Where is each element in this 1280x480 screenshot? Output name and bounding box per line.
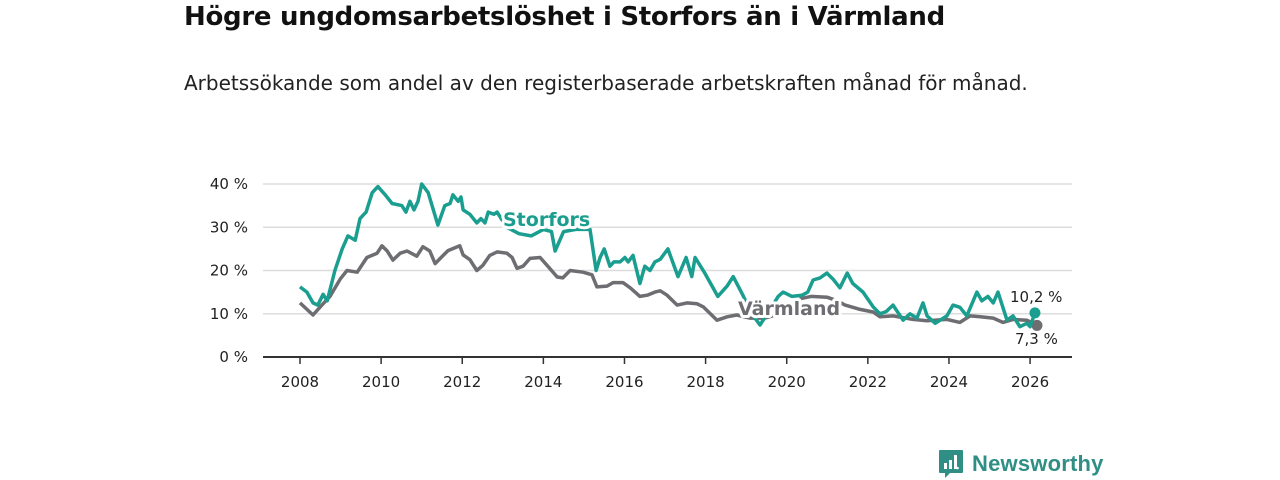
series-label-storfors: Storfors [503, 209, 590, 231]
series-line-värmland [298, 244, 1038, 327]
x-tick-label: 2008 [281, 373, 319, 391]
y-tick-label: 10 % [210, 305, 248, 323]
y-tick-label: 30 % [210, 218, 248, 236]
brand-name: Newsworthy [972, 451, 1104, 476]
y-tick-label: 20 % [210, 262, 248, 280]
x-tick-label: 2012 [443, 373, 481, 391]
newsworthy-logo: Newsworthy [938, 449, 1104, 479]
x-tick-label: 2026 [1011, 373, 1049, 391]
series-label-varmland: Värmland [738, 298, 840, 320]
series-line-storfors [298, 182, 1037, 329]
y-tick-label: 0 % [219, 348, 248, 366]
chart-subtitle: Arbetssökande som andel av den registerb… [184, 71, 1028, 95]
end-point-värmland [1031, 319, 1043, 331]
x-tick-label: 2020 [768, 373, 806, 391]
end-label-storfors: 10,2 % [1010, 288, 1062, 306]
end-point-storfors [1029, 307, 1041, 319]
x-tick-label: 2018 [687, 373, 725, 391]
x-tick-label: 2024 [930, 373, 968, 391]
end-label-varmland: 7,3 % [1015, 330, 1058, 348]
x-tick-label: 2016 [605, 373, 643, 391]
y-tick-label: 40 % [210, 175, 248, 193]
x-tick-label: 2010 [362, 373, 400, 391]
x-tick-label: 2022 [849, 373, 887, 391]
newsworthy-logo-icon [939, 450, 963, 478]
x-tick-label: 2014 [524, 373, 562, 391]
chart-title: Högre ungdomsarbetslöshet i Storfors än … [184, 2, 945, 32]
